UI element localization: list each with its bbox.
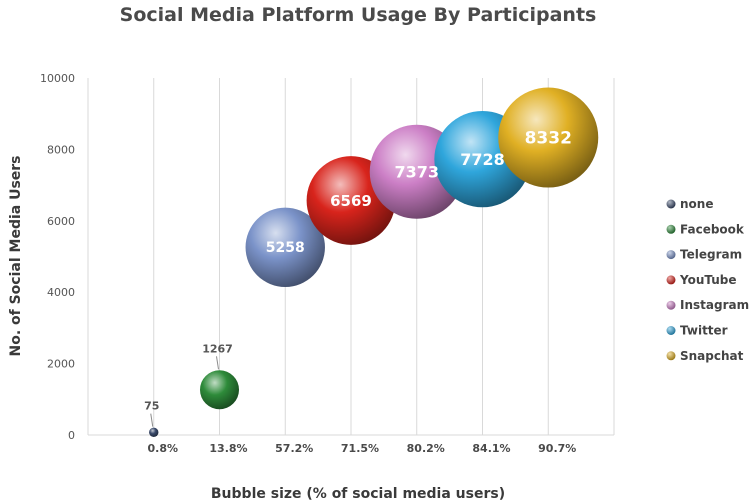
legend-marker xyxy=(666,300,676,310)
y-axis-title: No. of Social Media Users xyxy=(8,155,24,356)
legend-marker xyxy=(666,326,676,335)
data-label: 5258 xyxy=(266,240,305,256)
y-tick-label: 8000 xyxy=(47,143,75,156)
x-tick-label: 0.8% xyxy=(147,442,178,455)
data-label: 6569 xyxy=(330,192,372,210)
data-label: 75 xyxy=(144,400,159,413)
legend-label: YouTube xyxy=(679,273,737,287)
bubbles xyxy=(149,87,599,438)
legend-label: Snapchat xyxy=(680,349,744,363)
legend-marker xyxy=(666,199,676,209)
x-axis-ticks: 0.8% 13.8% 57.2% 71.5% 80.2% 84.1% 90.7% xyxy=(147,442,576,455)
data-label: 7373 xyxy=(394,162,439,181)
y-tick-label: 0 xyxy=(68,429,75,442)
x-tick-label: 57.2% xyxy=(275,442,313,455)
data-labels: 75 1267 5258 6569 7373 7728 8332 xyxy=(144,129,572,427)
x-tick-label: 90.7% xyxy=(538,442,576,455)
legend-label: Twitter xyxy=(680,324,728,338)
legend-label: none xyxy=(680,197,713,211)
legend-marker xyxy=(666,250,676,260)
data-label: 7728 xyxy=(460,150,505,169)
x-tick-label: 84.1% xyxy=(472,442,510,455)
bubble-facebook xyxy=(199,370,240,410)
bubble-none xyxy=(149,427,159,438)
x-tick-label: 71.5% xyxy=(341,442,379,455)
legend-marker xyxy=(666,351,676,361)
x-tick-label: 80.2% xyxy=(407,442,445,455)
bubble-snapchat xyxy=(498,87,599,188)
y-tick-label: 2000 xyxy=(47,358,75,371)
x-tick-label: 13.8% xyxy=(209,442,247,455)
data-label: 1267 xyxy=(202,342,233,355)
bubble-telegram xyxy=(245,207,325,287)
legend-label: Telegram xyxy=(680,248,742,262)
y-tick-label: 4000 xyxy=(47,286,75,299)
label-leader-line xyxy=(150,413,154,427)
legend-label: Instagram xyxy=(680,298,749,312)
y-tick-label: 6000 xyxy=(47,215,75,228)
x-axis-title: Bubble size (% of social media users) xyxy=(211,486,505,502)
label-leader-line xyxy=(216,356,219,370)
y-axis-ticks: 0 2000 4000 6000 8000 10000 xyxy=(40,72,75,442)
legend-label: Facebook xyxy=(680,222,745,236)
chart-title: Social Media Platform Usage By Participa… xyxy=(120,4,597,26)
legend-marker xyxy=(666,224,676,234)
data-label: 8332 xyxy=(525,129,572,149)
legend-marker xyxy=(666,275,676,285)
y-tick-label: 10000 xyxy=(40,72,75,85)
legend: none Facebook Telegram YouTube Instagram Twit… xyxy=(666,197,749,363)
